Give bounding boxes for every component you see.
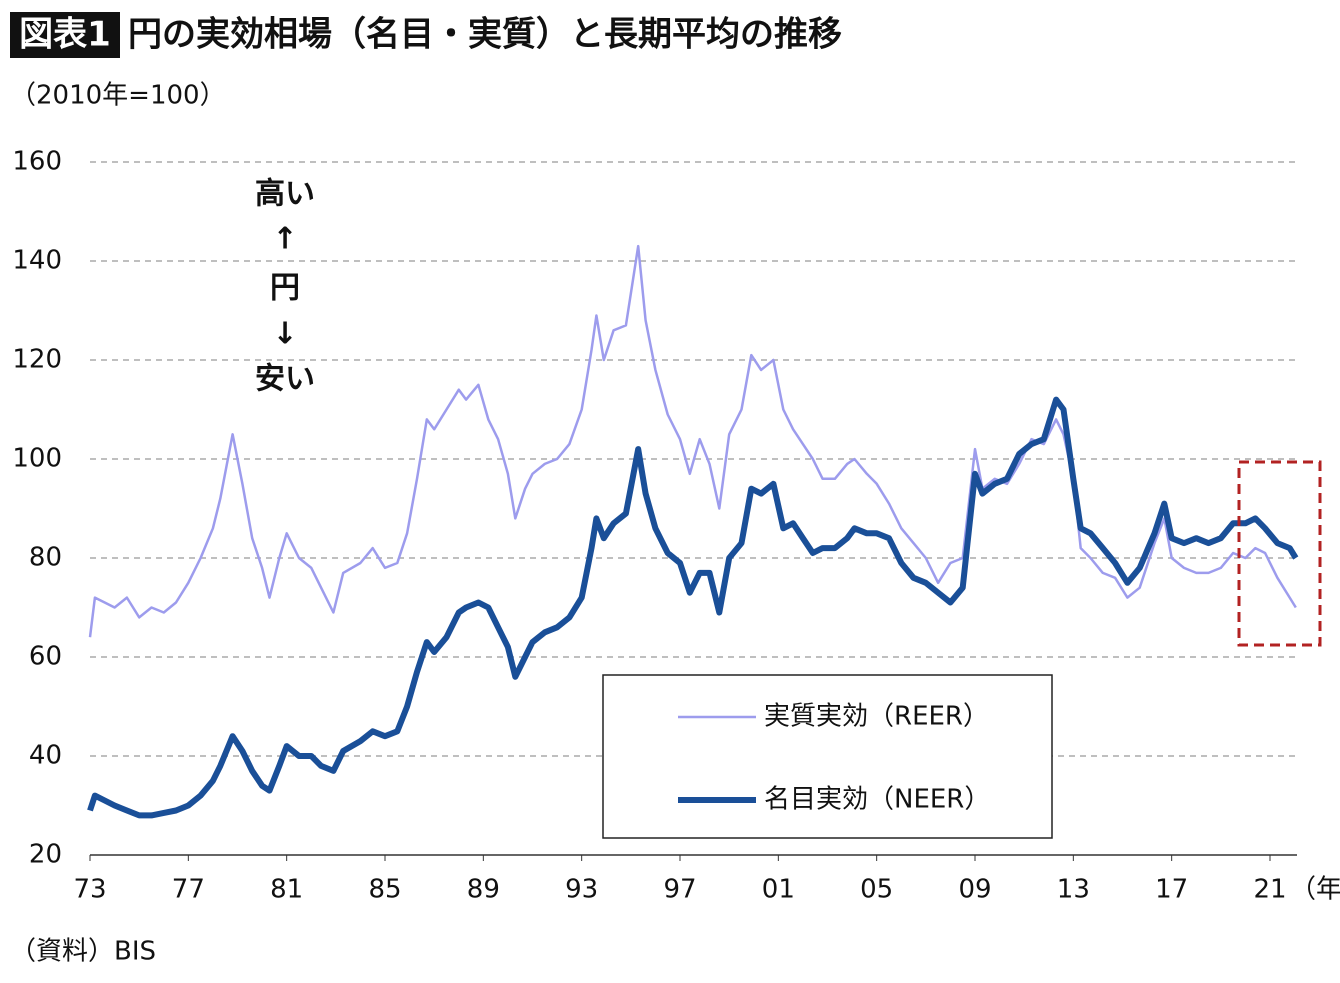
x-tick-label: 21 bbox=[1253, 875, 1286, 905]
annotation: 安い bbox=[255, 362, 315, 397]
series-line bbox=[88, 244, 1297, 638]
y-tick-label: 160 bbox=[12, 147, 62, 177]
legend-label: 名目実効（NEER） bbox=[764, 785, 990, 815]
y-tick-label: 140 bbox=[12, 246, 62, 276]
x-tick-label: 93 bbox=[565, 875, 598, 905]
y-tick-label: 20 bbox=[29, 840, 62, 870]
x-axis-label: （年） bbox=[1290, 875, 1340, 905]
y-axis-label: （2010年=100） bbox=[10, 81, 226, 111]
x-tick-label: 01 bbox=[762, 875, 795, 905]
x-tick-label: 13 bbox=[1057, 875, 1090, 905]
chart-title: 円の実効相場（名目・実質）と長期平均の推移 bbox=[128, 15, 842, 55]
y-tick-label: 80 bbox=[29, 543, 62, 573]
series-line bbox=[87, 396, 1299, 819]
x-tick-label: 89 bbox=[467, 875, 500, 905]
source: （資料）BIS bbox=[10, 937, 156, 967]
annotation: ↑ bbox=[272, 222, 297, 257]
x-tick-label: 81 bbox=[270, 875, 303, 905]
title-label: 図表1 bbox=[19, 15, 111, 55]
x-tick-label: 09 bbox=[958, 875, 991, 905]
y-tick-label: 60 bbox=[29, 642, 62, 672]
x-tick-label: 85 bbox=[368, 875, 401, 905]
annotation: ↓ bbox=[272, 317, 297, 352]
annotation: 高い bbox=[255, 177, 315, 212]
legend bbox=[602, 674, 1053, 839]
x-tick-label: 97 bbox=[663, 875, 696, 905]
y-tick-label: 40 bbox=[29, 741, 62, 771]
highlight-box bbox=[1237, 460, 1322, 647]
title-label-box bbox=[10, 12, 120, 58]
y-tick-label: 100 bbox=[12, 444, 62, 474]
y-tick-label: 120 bbox=[12, 345, 62, 375]
x-tick-label: 73 bbox=[73, 875, 106, 905]
x-tick-label: 17 bbox=[1155, 875, 1188, 905]
x-tick-label: 77 bbox=[172, 875, 205, 905]
x-tick-label: 05 bbox=[860, 875, 893, 905]
legend-label: 実質実効（REER） bbox=[764, 702, 989, 732]
annotation: 円 bbox=[270, 271, 300, 306]
